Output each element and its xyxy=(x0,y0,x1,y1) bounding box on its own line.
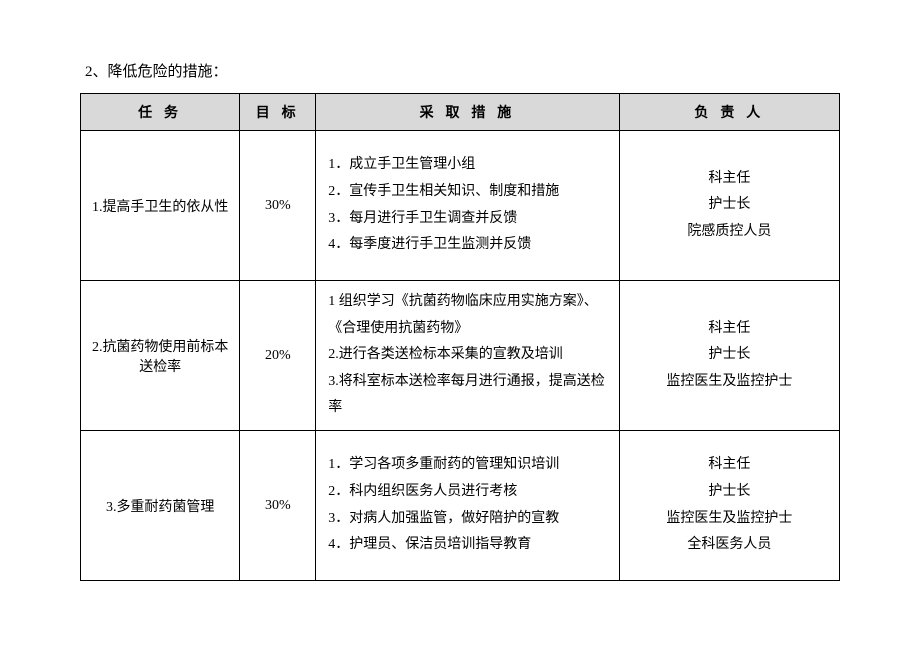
measures-cell: 1 组织学习《抗菌药物临床应用实施方案》、《合理使用抗菌药物》 2.进行各类送检… xyxy=(316,281,620,431)
target-cell: 30% xyxy=(240,431,316,581)
owner-line: 科主任 xyxy=(628,166,831,193)
measures-table: 任 务 目 标 采 取 措 施 负 责 人 1.提高手卫生的依从性 30% 1．… xyxy=(80,93,840,581)
measure-line: 2．宣传手卫生相关知识、制度和措施 xyxy=(328,179,607,206)
header-measures: 采 取 措 施 xyxy=(316,94,620,131)
measure-line: 2．科内组织医务人员进行考核 xyxy=(328,479,607,506)
header-target: 目 标 xyxy=(240,94,316,131)
measure-line: 1．成立手卫生管理小组 xyxy=(328,152,607,179)
task-cell: 1.提高手卫生的依从性 xyxy=(81,131,240,281)
owner-cell: 科主任 护士长 监控医生及监控护士 全科医务人员 xyxy=(619,431,839,581)
owner-cell: 科主任 护士长 监控医生及监控护士 xyxy=(619,281,839,431)
measure-line: 3．每月进行手卫生调查并反馈 xyxy=(328,206,607,233)
table-row: 2.抗菌药物使用前标本送检率 20% 1 组织学习《抗菌药物临床应用实施方案》、… xyxy=(81,281,840,431)
measure-line: 4．每季度进行手卫生监测并反馈 xyxy=(328,232,607,259)
owner-line: 科主任 xyxy=(628,316,831,343)
owner-line: 护士长 xyxy=(628,342,831,369)
table-row: 1.提高手卫生的依从性 30% 1．成立手卫生管理小组 2．宣传手卫生相关知识、… xyxy=(81,131,840,281)
task-cell: 3.多重耐药菌管理 xyxy=(81,431,240,581)
owner-line: 科主任 xyxy=(628,452,831,479)
task-cell: 2.抗菌药物使用前标本送检率 xyxy=(81,281,240,431)
measures-cell: 1．成立手卫生管理小组 2．宣传手卫生相关知识、制度和措施 3．每月进行手卫生调… xyxy=(316,131,620,281)
measure-line: 1 组织学习《抗菌药物临床应用实施方案》、《合理使用抗菌药物》 xyxy=(328,289,607,342)
measures-cell: 1．学习各项多重耐药的管理知识培训 2．科内组织医务人员进行考核 3．对病人加强… xyxy=(316,431,620,581)
header-owner: 负 责 人 xyxy=(619,94,839,131)
table-row: 3.多重耐药菌管理 30% 1．学习各项多重耐药的管理知识培训 2．科内组织医务… xyxy=(81,431,840,581)
measure-line: 1．学习各项多重耐药的管理知识培训 xyxy=(328,452,607,479)
measure-line: 3．对病人加强监管，做好陪护的宣教 xyxy=(328,506,607,533)
measure-line: 2.进行各类送检标本采集的宣教及培训 xyxy=(328,342,607,369)
owner-line: 院感质控人员 xyxy=(628,219,831,246)
owner-line: 监控医生及监控护士 xyxy=(628,506,831,533)
measure-line: 4．护理员、保洁员培训指导教育 xyxy=(328,532,607,559)
target-cell: 20% xyxy=(240,281,316,431)
section-title: 2、降低危险的措施： xyxy=(80,60,840,81)
owner-line: 全科医务人员 xyxy=(628,532,831,559)
owner-line: 监控医生及监控护士 xyxy=(628,369,831,396)
owner-line: 护士长 xyxy=(628,192,831,219)
owner-cell: 科主任 护士长 院感质控人员 xyxy=(619,131,839,281)
owner-line: 护士长 xyxy=(628,479,831,506)
target-cell: 30% xyxy=(240,131,316,281)
header-task: 任 务 xyxy=(81,94,240,131)
table-header-row: 任 务 目 标 采 取 措 施 负 责 人 xyxy=(81,94,840,131)
measure-line: 3.将科室标本送检率每月进行通报，提高送检率 xyxy=(328,369,607,422)
